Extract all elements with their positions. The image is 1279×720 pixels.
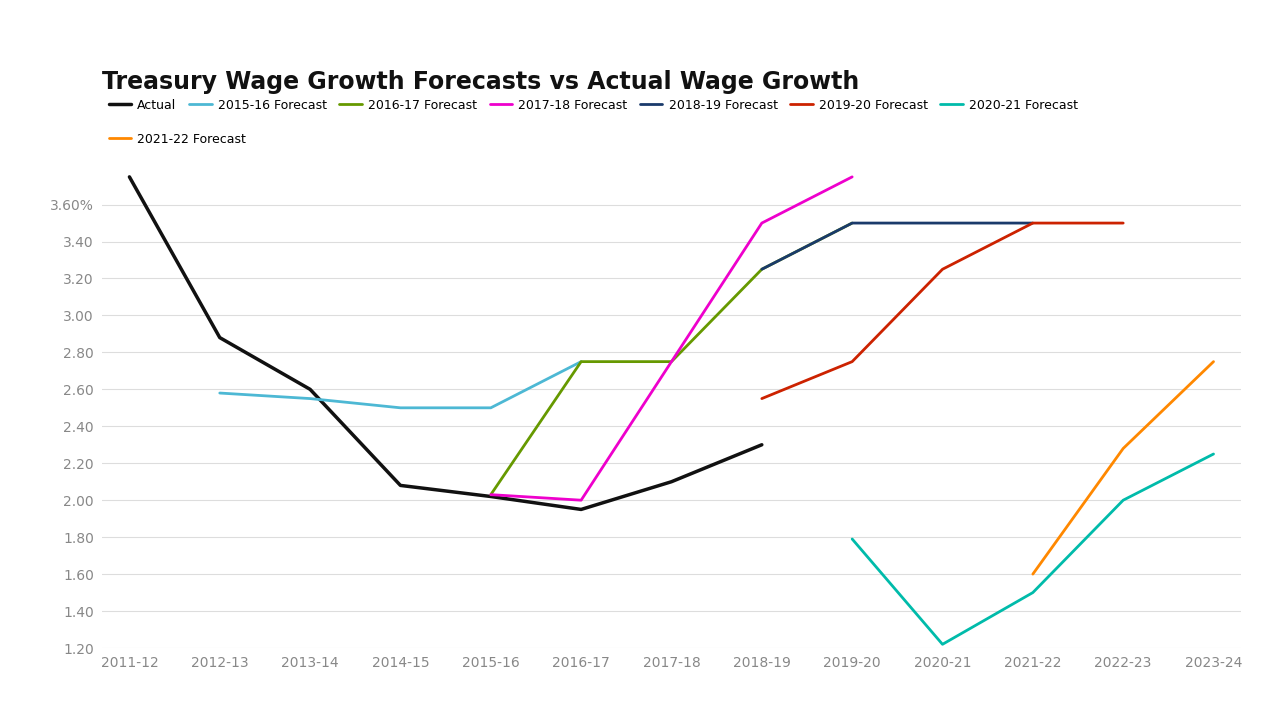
- 2020-21 Forecast: [1206, 450, 1221, 459]
- 2021-22 Forecast: [1026, 570, 1041, 578]
- 2017-18 Forecast: [573, 496, 588, 505]
- Actual: [393, 481, 408, 490]
- 2015-16 Forecast: [212, 389, 228, 397]
- Actual: [664, 477, 679, 486]
- 2020-21 Forecast: [1115, 496, 1131, 505]
- 2018-19 Forecast: [1026, 219, 1041, 228]
- Actual: [302, 385, 317, 394]
- 2018-19 Forecast: [935, 219, 950, 228]
- 2016-17 Forecast: [573, 357, 588, 366]
- 2020-21 Forecast: [844, 535, 859, 544]
- Text: Treasury Wage Growth Forecasts vs Actual Wage Growth: Treasury Wage Growth Forecasts vs Actual…: [102, 70, 859, 94]
- 2017-18 Forecast: [844, 173, 859, 181]
- 2019-20 Forecast: [935, 265, 950, 274]
- 2020-21 Forecast: [1026, 588, 1041, 597]
- 2015-16 Forecast: [483, 403, 499, 412]
- 2016-17 Forecast: [664, 357, 679, 366]
- Actual: [122, 173, 137, 181]
- Actual: [212, 333, 228, 342]
- Actual: [483, 492, 499, 501]
- Line: 2018-19 Forecast: 2018-19 Forecast: [762, 223, 1033, 269]
- 2018-19 Forecast: [755, 265, 770, 274]
- 2016-17 Forecast: [844, 219, 859, 228]
- 2015-16 Forecast: [573, 357, 588, 366]
- 2016-17 Forecast: [483, 490, 499, 499]
- Line: 2019-20 Forecast: 2019-20 Forecast: [762, 223, 1123, 399]
- 2018-19 Forecast: [844, 219, 859, 228]
- Line: 2021-22 Forecast: 2021-22 Forecast: [1033, 361, 1214, 574]
- Legend: 2021-22 Forecast: 2021-22 Forecast: [109, 132, 246, 146]
- 2017-18 Forecast: [755, 219, 770, 228]
- 2017-18 Forecast: [664, 357, 679, 366]
- 2015-16 Forecast: [302, 395, 317, 403]
- 2019-20 Forecast: [1115, 219, 1131, 228]
- 2019-20 Forecast: [844, 357, 859, 366]
- 2021-22 Forecast: [1115, 444, 1131, 453]
- Line: 2017-18 Forecast: 2017-18 Forecast: [491, 177, 852, 500]
- 2019-20 Forecast: [755, 395, 770, 403]
- 2015-16 Forecast: [393, 403, 408, 412]
- 2020-21 Forecast: [935, 640, 950, 649]
- Line: Actual: Actual: [129, 177, 762, 510]
- Line: 2020-21 Forecast: 2020-21 Forecast: [852, 454, 1214, 644]
- Line: 2015-16 Forecast: 2015-16 Forecast: [220, 361, 581, 408]
- 2016-17 Forecast: [755, 265, 770, 274]
- Line: 2016-17 Forecast: 2016-17 Forecast: [491, 223, 852, 495]
- 2017-18 Forecast: [483, 490, 499, 499]
- Actual: [573, 505, 588, 514]
- 2019-20 Forecast: [1026, 219, 1041, 228]
- Actual: [755, 441, 770, 449]
- 2021-22 Forecast: [1206, 357, 1221, 366]
